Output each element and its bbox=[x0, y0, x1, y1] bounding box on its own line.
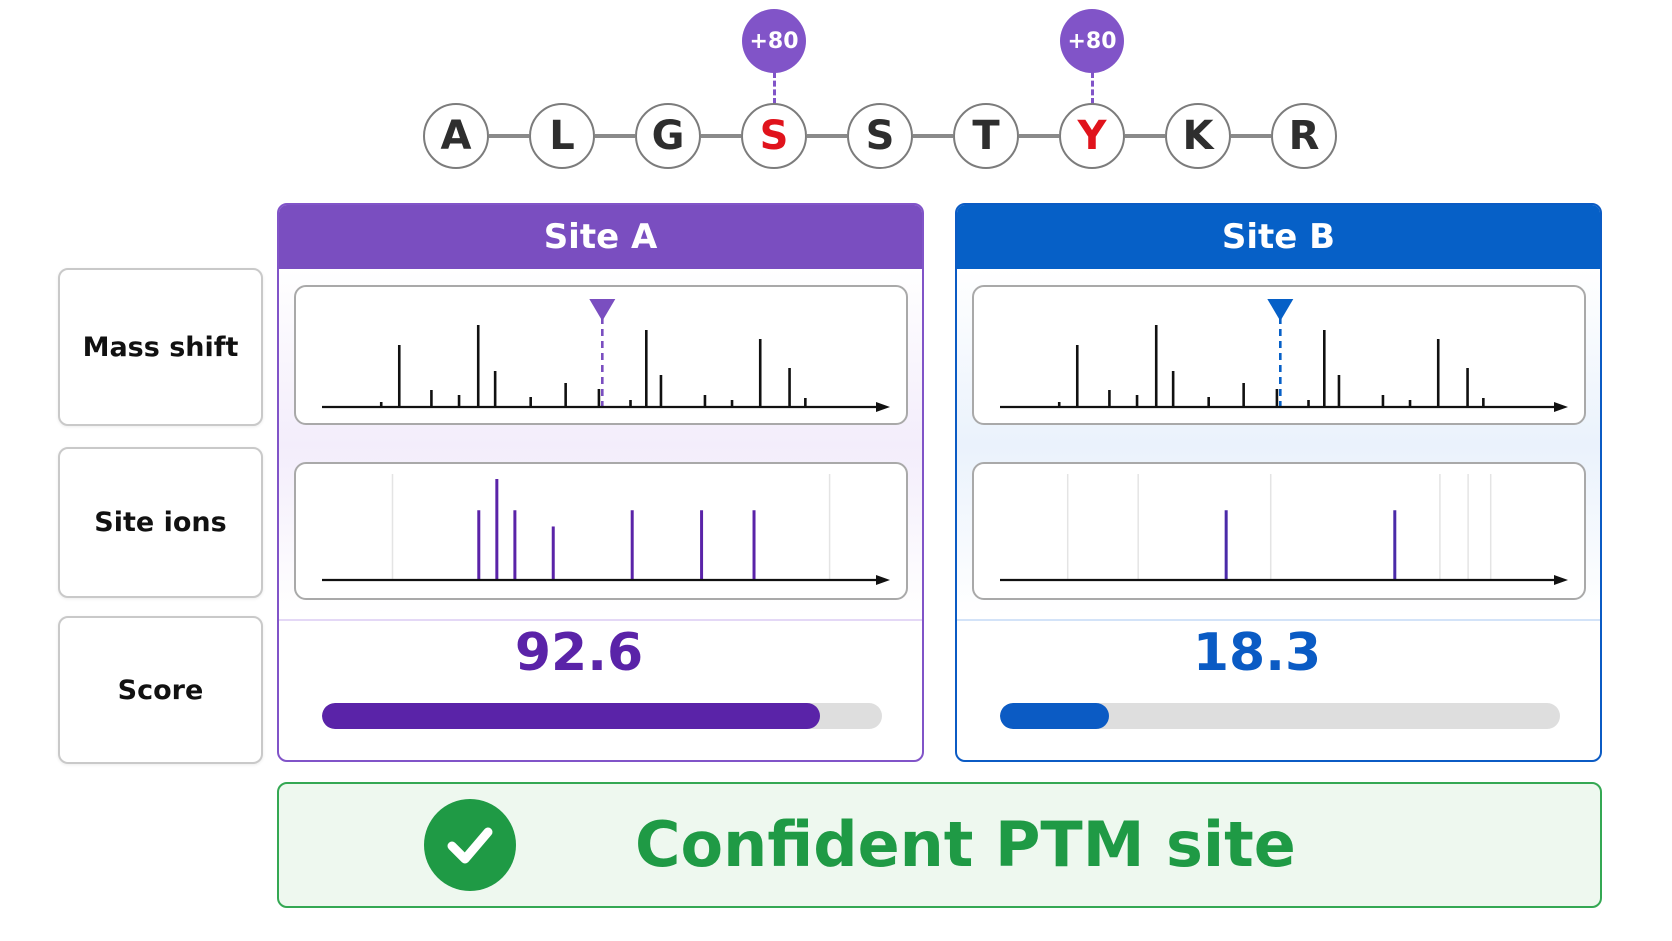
site-a-score-fill bbox=[322, 703, 821, 729]
residue-a-1: A bbox=[423, 103, 489, 169]
row-label-site-ions-text: Site ions bbox=[94, 507, 227, 538]
residue-s-4: S bbox=[741, 103, 807, 169]
row-label-mass-shift-text: Mass shift bbox=[82, 331, 239, 363]
site-b-site-ions-spectrum bbox=[972, 462, 1586, 600]
score-separator bbox=[279, 619, 922, 621]
peptide-bond bbox=[1231, 134, 1271, 138]
peptide-bond bbox=[807, 134, 847, 138]
site-b-mass-shift-chart bbox=[1000, 299, 1568, 412]
peptide-bond bbox=[489, 134, 529, 138]
site-a-site-ions-spectrum bbox=[294, 462, 908, 600]
site-a-site-ions-axis-arrow bbox=[876, 575, 890, 585]
site-b-header: Site B bbox=[957, 205, 1600, 269]
site-a-site-ions-chart bbox=[322, 474, 890, 585]
site-a-panel: Site A 92.6 bbox=[277, 203, 924, 762]
peptide-bond bbox=[913, 134, 953, 138]
residue-t-6: T bbox=[953, 103, 1019, 169]
site-a-header: Site A bbox=[279, 205, 922, 269]
residue-s-5: S bbox=[847, 103, 913, 169]
verdict-text: Confident PTM site bbox=[635, 808, 1296, 881]
site-a-mass-shift-chart bbox=[322, 299, 890, 412]
residue-y-7: Y bbox=[1059, 103, 1125, 169]
residue-l-2: L bbox=[529, 103, 595, 169]
row-label-score-text: Score bbox=[117, 674, 204, 706]
site-b-site-ions-chart bbox=[1000, 474, 1568, 585]
modification-badge: +80 bbox=[742, 9, 806, 73]
peptide-bond bbox=[1125, 134, 1165, 138]
site-b-score-value: 18.3 bbox=[1192, 623, 1322, 683]
site-b-title: Site B bbox=[1221, 217, 1336, 257]
site-a-title: Site A bbox=[543, 217, 658, 257]
site-b-panel: Site B 18.3 bbox=[955, 203, 1602, 762]
site-a-score-bar bbox=[322, 703, 882, 729]
site-a-mass-shift-spectrum bbox=[294, 285, 908, 425]
verdict-banner: Confident PTM site bbox=[277, 782, 1602, 908]
site-b-mass-shift-spectrum bbox=[972, 285, 1586, 425]
peptide-bond bbox=[1019, 134, 1059, 138]
site-b-site-ions-axis-arrow bbox=[1554, 575, 1568, 585]
peptide-bond bbox=[701, 134, 741, 138]
score-separator bbox=[957, 619, 1600, 621]
checkmark-icon bbox=[424, 799, 516, 891]
residue-k-8: K bbox=[1165, 103, 1231, 169]
site-a-score-value: 92.6 bbox=[514, 623, 644, 683]
site-b-score-fill bbox=[1000, 703, 1110, 729]
residue-r-9: R bbox=[1271, 103, 1337, 169]
site-a-mass-shift-marker-icon bbox=[589, 299, 616, 321]
row-label-score: Score bbox=[58, 616, 263, 764]
site-a-mass-shift-axis-arrow bbox=[876, 402, 890, 412]
residue-g-3: G bbox=[635, 103, 701, 169]
peptide-sequence: A L G S +80 S T Y +80 K R bbox=[0, 0, 1672, 190]
modification-connector bbox=[1091, 72, 1094, 104]
site-b-mass-shift-marker-icon bbox=[1267, 299, 1294, 321]
row-label-site-ions: Site ions bbox=[58, 447, 263, 598]
site-b-mass-shift-axis-arrow bbox=[1554, 402, 1568, 412]
row-label-mass-shift: Mass shift bbox=[58, 268, 263, 426]
site-b-score-bar bbox=[1000, 703, 1560, 729]
modification-badge: +80 bbox=[1060, 9, 1124, 73]
modification-connector bbox=[773, 72, 776, 104]
peptide-bond bbox=[595, 134, 635, 138]
